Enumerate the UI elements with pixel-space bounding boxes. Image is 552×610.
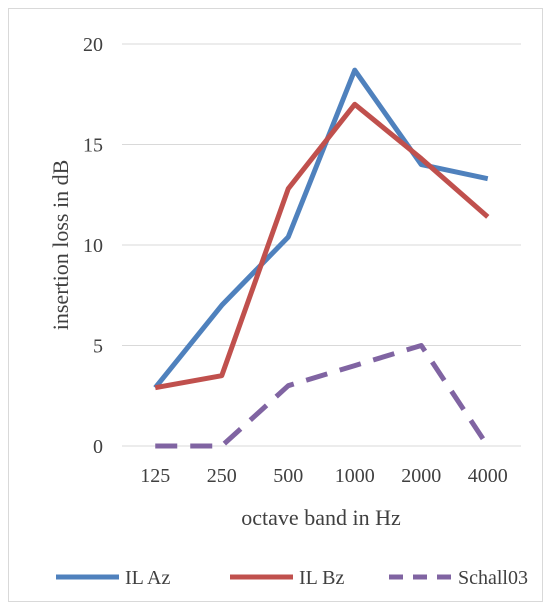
y-tick-label: 0 — [93, 436, 103, 458]
x-tick-label: 4000 — [468, 465, 508, 487]
legend-label: IL Az — [125, 567, 170, 589]
series-line-1 — [154, 101, 490, 391]
y-tick-label: 5 — [93, 336, 103, 358]
x-tick-label: 250 — [207, 465, 237, 487]
legend-label: IL Bz — [299, 567, 344, 589]
y-tick-labels: 0 5 10 15 20 — [83, 34, 103, 458]
chart-frame — [8, 8, 543, 602]
gridlines — [122, 43, 521, 447]
y-tick-label: 20 — [83, 34, 103, 56]
y-tick-label: 10 — [83, 235, 103, 257]
legend: IL Az IL Bz Schall03 — [56, 567, 528, 589]
y-tick-label: 15 — [83, 135, 103, 157]
x-tick-labels: 125 250 500 1000 2000 4000 — [140, 465, 508, 487]
x-tick-label: 1000 — [335, 465, 375, 487]
legend-label: Schall03 — [458, 567, 528, 589]
series-lines — [153, 67, 490, 449]
series-line-2 — [155, 343, 490, 449]
y-axis-title: insertion loss in dB — [48, 160, 73, 331]
x-tick-label: 500 — [273, 465, 303, 487]
series-line-0 — [153, 67, 489, 390]
x-tick-label: 2000 — [401, 465, 441, 487]
x-tick-label: 125 — [140, 465, 170, 487]
x-axis-title: octave band in Hz — [241, 505, 401, 530]
